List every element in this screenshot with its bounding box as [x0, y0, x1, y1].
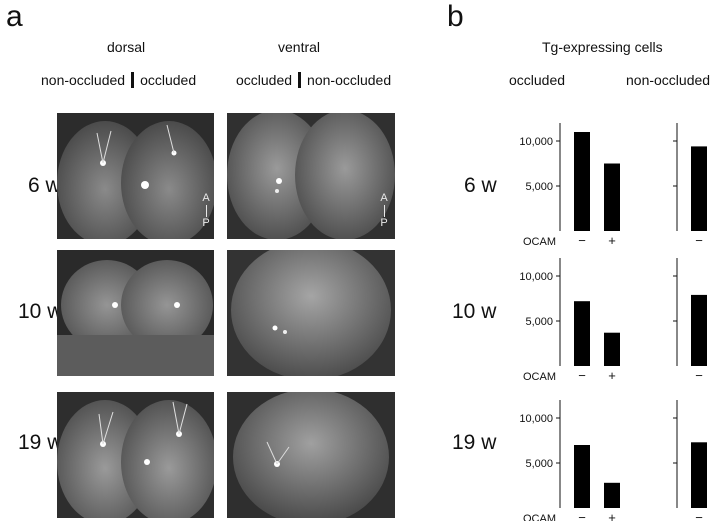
- y-tick-label: 5,000: [525, 181, 553, 193]
- y-tick-label: 10,000: [519, 136, 553, 148]
- divider: [131, 72, 135, 88]
- bar: [691, 146, 707, 231]
- col-label-occluded: occluded: [509, 72, 566, 88]
- y-tick-label: 5,000: [525, 316, 553, 328]
- orientation-marker: A P: [378, 193, 390, 229]
- bar: [691, 294, 707, 366]
- x-axis-title: OCAM: [523, 513, 556, 521]
- ventral-header: ventral: [278, 39, 321, 55]
- panel-label-a: a: [6, 0, 23, 33]
- y-tick-label: 10,000: [519, 271, 553, 283]
- dorsal-sub-right: occluded: [140, 72, 197, 88]
- bar: [604, 482, 620, 508]
- bar: [574, 445, 590, 508]
- dorsal-sub-left: non-occluded: [41, 72, 126, 88]
- x-axis-title: OCAM: [523, 236, 556, 248]
- micrograph-ventral-6w: A P: [227, 113, 395, 239]
- bar: [691, 442, 707, 508]
- x-tick-label: −: [695, 510, 703, 521]
- x-tick-label: +: [608, 510, 616, 521]
- orientation-marker: A P: [200, 193, 212, 229]
- row-label-6w: 6 w: [28, 174, 61, 197]
- x-tick-label: −: [695, 233, 703, 248]
- bar: [604, 332, 620, 366]
- bar: [604, 163, 620, 231]
- micrograph-dorsal-19w: [57, 392, 214, 518]
- micrograph-dorsal-6w: A P: [57, 113, 214, 239]
- ventral-subheader: occluded non-occluded: [236, 72, 391, 88]
- x-tick-label: −: [578, 368, 586, 383]
- posterior-label: P: [202, 217, 210, 229]
- row-label-19w: 19 w: [18, 431, 63, 454]
- y-tick-label: 10,000: [519, 413, 553, 425]
- ventral-sub-right: non-occluded: [307, 72, 392, 88]
- panel-label-b: b: [447, 0, 464, 33]
- posterior-label: P: [380, 217, 388, 229]
- micrograph-dorsal-10w: [57, 250, 214, 376]
- divider: [298, 72, 302, 88]
- b-row-label-19w: 19 w: [452, 431, 497, 454]
- x-tick-label: +: [608, 368, 616, 383]
- col-label-non-occluded: non-occluded: [626, 72, 711, 88]
- bar: [574, 301, 590, 366]
- micrograph-ventral-19w: [227, 392, 395, 518]
- x-tick-label: −: [578, 510, 586, 521]
- b-row-label-10w: 10 w: [452, 300, 497, 323]
- row-label-10w: 10 w: [18, 300, 63, 323]
- micrograph-ventral-10w: [227, 250, 395, 376]
- bar: [574, 132, 590, 231]
- b-row-label-6w: 6 w: [464, 174, 497, 197]
- x-tick-label: −: [578, 233, 586, 248]
- x-tick-label: +: [608, 233, 616, 248]
- tg-cells-title: Tg-expressing cells: [542, 39, 663, 55]
- anterior-label: A: [380, 192, 388, 204]
- x-tick-label: −: [695, 368, 703, 383]
- ventral-sub-left: occluded: [236, 72, 293, 88]
- anterior-label: A: [202, 192, 210, 204]
- dorsal-subheader: non-occluded occluded: [41, 72, 196, 88]
- x-axis-title: OCAM: [523, 371, 556, 383]
- dorsal-header: dorsal: [107, 39, 146, 55]
- y-tick-label: 5,000: [525, 458, 553, 470]
